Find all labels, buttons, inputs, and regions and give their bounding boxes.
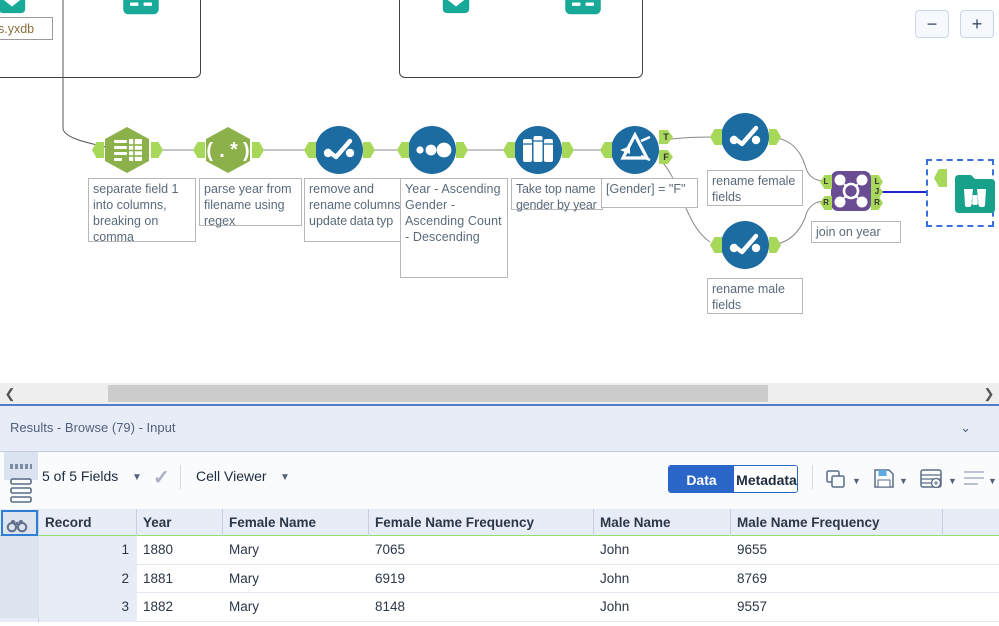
svg-text:(.*): (.*) — [204, 141, 252, 164]
